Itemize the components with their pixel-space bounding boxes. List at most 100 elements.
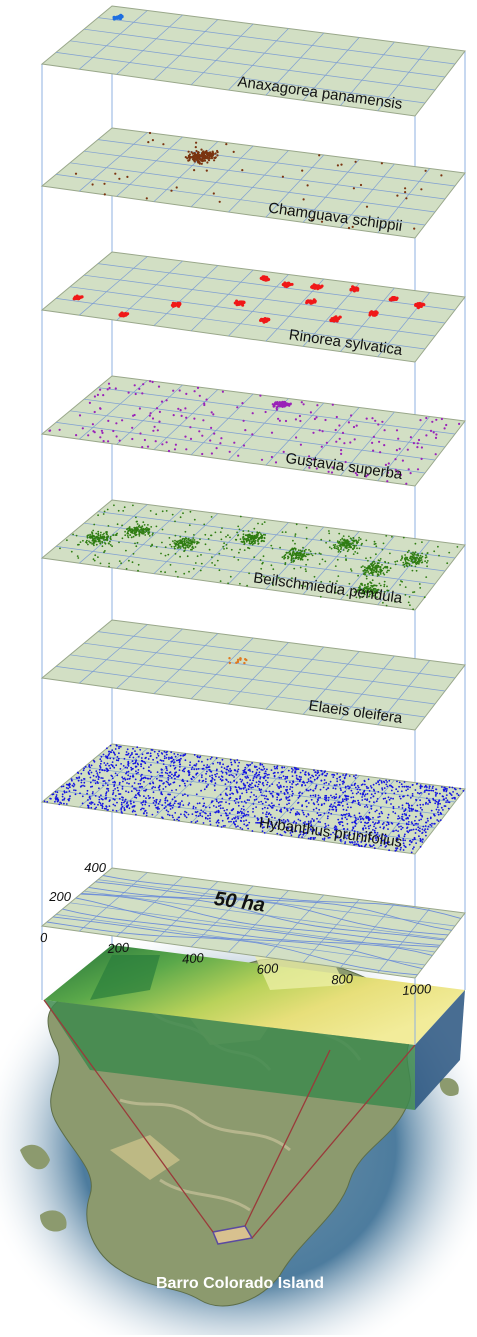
hybanthus-point <box>157 806 159 808</box>
grid-line <box>340 287 395 352</box>
hybanthus-point <box>324 798 326 801</box>
hybanthus-point <box>272 790 274 793</box>
beilschmiedia-point <box>144 531 147 534</box>
beilschmiedia-point <box>183 572 186 575</box>
beilschmiedia-point <box>291 577 293 579</box>
hybanthus-point <box>346 823 349 825</box>
hybanthus-point <box>249 796 252 798</box>
hybanthus-point <box>387 823 390 826</box>
hybanthus-point <box>108 764 110 767</box>
hybanthus-point <box>270 802 273 804</box>
hybanthus-point <box>383 842 386 845</box>
hybanthus-point <box>242 815 245 818</box>
beilschmiedia-point <box>263 537 266 540</box>
gustavia-point <box>281 404 285 407</box>
beilschmiedia-point <box>246 584 249 587</box>
hybanthus-point <box>219 761 221 764</box>
hybanthus-point <box>381 788 384 791</box>
beilschmiedia-point <box>93 544 95 547</box>
hybanthus-point <box>81 802 84 805</box>
hybanthus-point <box>241 828 244 830</box>
gustavia-point <box>434 453 437 456</box>
hybanthus-point <box>199 814 202 817</box>
hybanthus-point <box>133 805 135 808</box>
hybanthus-point <box>344 785 347 788</box>
hybanthus-point <box>140 759 143 762</box>
hybanthus-point <box>247 785 250 787</box>
hybanthus-point <box>341 821 344 824</box>
hybanthus-point <box>184 810 186 813</box>
beilschmiedia-point <box>424 560 426 563</box>
layer-plane <box>40 251 466 363</box>
hybanthus-point <box>429 801 432 804</box>
hybanthus-point <box>73 784 76 786</box>
beilschmiedia-point <box>94 554 97 557</box>
hybanthus-point <box>121 788 124 790</box>
hybanthus-point <box>261 794 263 797</box>
gustavia-point <box>78 414 82 417</box>
hybanthus-point <box>330 812 333 815</box>
beilschmiedia-point <box>353 591 356 593</box>
hybanthus-point <box>218 805 220 807</box>
hybanthus-point <box>265 772 267 775</box>
hybanthus-point <box>419 837 422 840</box>
hybanthus-point <box>327 799 330 802</box>
hybanthus-point <box>171 806 174 809</box>
hybanthus-point <box>94 795 97 797</box>
beilschmiedia-point <box>199 569 202 572</box>
gustavia-point <box>96 393 99 396</box>
gustavia-point <box>420 457 423 460</box>
hybanthus-point <box>278 776 281 779</box>
hybanthus-point <box>331 796 334 799</box>
gustavia-point <box>233 441 236 444</box>
hybanthus-point <box>197 815 200 817</box>
hybanthus-point <box>296 783 299 785</box>
hybanthus-point <box>378 835 381 837</box>
hybanthus-point <box>346 818 348 821</box>
hybanthus-point <box>380 844 382 847</box>
hybanthus-point <box>240 801 243 803</box>
hybanthus-point <box>382 822 385 824</box>
chamguava-point <box>306 184 309 187</box>
hybanthus-point <box>171 789 173 792</box>
hybanthus-point <box>237 768 240 771</box>
gustavia-point <box>49 429 52 432</box>
beilschmiedia-point <box>401 557 403 560</box>
hybanthus-point <box>134 765 137 768</box>
beilschmiedia-point <box>368 595 370 598</box>
gustavia-point <box>174 443 177 446</box>
hybanthus-point <box>312 808 315 811</box>
beilschmiedia-point <box>376 575 379 577</box>
hybanthus-point <box>462 790 465 792</box>
hybanthus-point <box>188 773 191 776</box>
hybanthus-point <box>394 812 397 815</box>
beilschmiedia-point <box>413 552 416 555</box>
beilschmiedia-point <box>182 546 185 549</box>
beilschmiedia-point <box>248 540 251 543</box>
hybanthus-point <box>311 781 313 783</box>
hybanthus-point <box>373 789 376 792</box>
grid-line <box>190 269 254 332</box>
beilschmiedia-point <box>411 553 414 555</box>
beilschmiedia-point <box>370 582 373 584</box>
hybanthus-point <box>105 767 108 770</box>
hybanthus-point <box>360 845 363 847</box>
hybanthus-point <box>357 818 359 821</box>
beilschmiedia-point <box>260 567 263 570</box>
hybanthus-point <box>357 791 360 794</box>
hybanthus-point <box>266 783 268 786</box>
beilschmiedia-point <box>374 566 377 569</box>
hybanthus-point <box>217 801 220 804</box>
hybanthus-point <box>448 786 451 789</box>
hybanthus-point <box>172 758 175 761</box>
beilschmiedia-point <box>360 588 363 591</box>
hybanthus-point <box>191 813 194 815</box>
beilschmiedia-point <box>193 539 196 541</box>
beilschmiedia-point <box>366 567 369 570</box>
beilschmiedia-point <box>131 561 134 564</box>
hybanthus-point <box>290 809 292 811</box>
hybanthus-point <box>342 791 344 794</box>
hybanthus-point <box>54 790 57 793</box>
hybanthus-point <box>425 801 427 804</box>
hybanthus-point <box>211 776 214 779</box>
